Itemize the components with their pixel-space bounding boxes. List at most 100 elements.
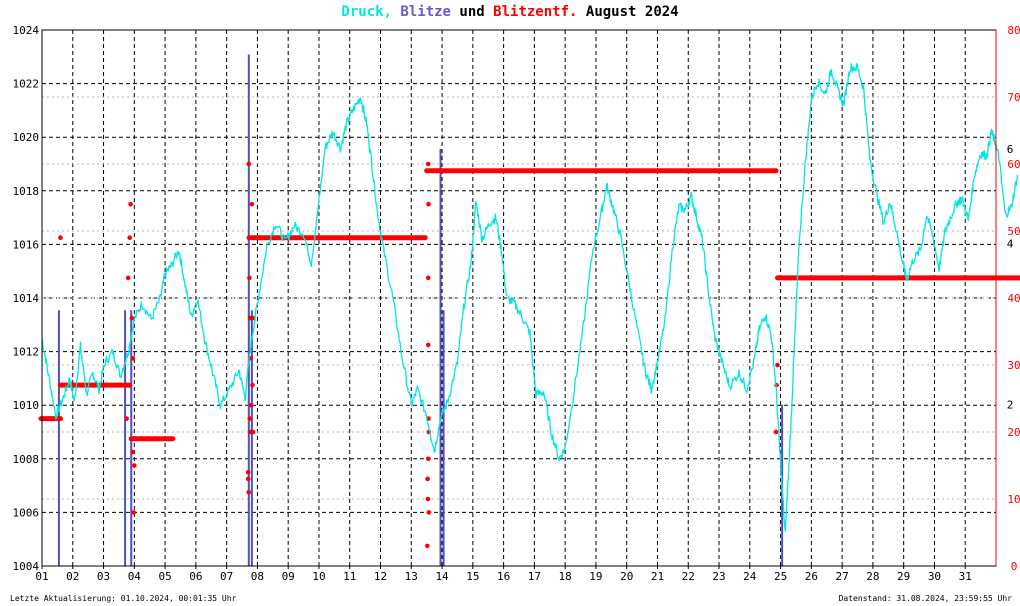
y-right-strikes-label-6: 6 [1007, 143, 1014, 156]
footer-last-update: Letzte Aktualisierung: 01.10.2024, 00:01… [10, 594, 237, 603]
x-tick-label-26: 26 [805, 570, 818, 583]
x-axis-ticks: 01 02 03 04 05 06 07 08 09 10 11 12 13 14 15 16 17 18 19 20… [35, 566, 972, 583]
distance-point-18 [245, 469, 251, 475]
y-right-strikes-label-4: 4 [1007, 237, 1014, 250]
chart-title: Druck, Blitze und Blitzentf. August 2024 [0, 4, 1020, 20]
pressure-line [41, 62, 1019, 532]
distance-point-19 [246, 490, 252, 495]
y-right-distance-label-30: 30 [1007, 359, 1020, 372]
footer-data-status: Datenstand: 31.08.2024, 23:59:55 Uhr [838, 594, 1012, 603]
distance-point-17 [247, 416, 253, 421]
x-tick-label-29: 29 [897, 570, 910, 583]
distance-point-10 [246, 161, 252, 167]
distance-point-26 [426, 201, 431, 207]
distance-point-23 [250, 315, 256, 321]
x-tick-label-06: 06 [189, 570, 202, 583]
x-tick-label-19: 19 [589, 570, 602, 583]
distance-point-0 [58, 235, 63, 240]
y-left-tick-label-1022: 1022 [13, 78, 40, 91]
x-tick-label-24: 24 [743, 570, 757, 583]
distance-point-5 [129, 315, 135, 321]
grid [41, 29, 996, 567]
y-right-distance-label-50: 50 [1007, 225, 1020, 238]
y-left-tick-label-1014: 1014 [13, 292, 40, 305]
distance-point-34 [425, 456, 431, 462]
y-axis-right-distance-ticks: 0 10 20 30 40 50 60 70 80 [1007, 24, 1020, 573]
x-tick-label-20: 20 [620, 570, 633, 583]
title-und: und [459, 4, 485, 20]
x-tick-label-10: 10 [312, 570, 325, 583]
x-tick-label-11: 11 [343, 570, 356, 583]
distance-point-24 [250, 429, 256, 435]
x-tick-label-12: 12 [374, 570, 387, 583]
y-left-tick-label-1008: 1008 [13, 453, 40, 466]
x-tick-label-17: 17 [528, 570, 541, 583]
title-strikes: Blitze [400, 4, 451, 20]
plot-frame [41, 29, 997, 567]
distance-point-25 [425, 161, 431, 167]
distance-point-4 [128, 201, 133, 207]
y-axis-left-ticks: 1004 1006 1008 1010 1012 1014 1016 1018 1020 1022… [13, 24, 40, 573]
distance-point-27 [425, 275, 431, 281]
y-right-distance-label-40: 40 [1007, 292, 1020, 305]
x-tick-label-07: 07 [220, 570, 233, 583]
y-right-distance-label-60: 60 [1007, 158, 1020, 171]
x-tick-label-16: 16 [497, 570, 510, 583]
y-right-distance-label-20: 20 [1007, 426, 1020, 439]
x-tick-label-28: 28 [866, 570, 879, 583]
y-right-distance-label-10: 10 [1007, 493, 1020, 506]
x-tick-label-01: 01 [35, 570, 48, 583]
y-left-tick-label-1006: 1006 [13, 506, 40, 519]
distance-point-33 [424, 543, 430, 549]
x-tick-label-15: 15 [466, 570, 479, 583]
x-tick-label-03: 03 [97, 570, 110, 583]
title-month: August 2024 [585, 4, 679, 20]
y-right-distance-label-70: 70 [1007, 91, 1020, 104]
y-left-tick-label-1010: 1010 [13, 399, 40, 412]
x-tick-label-02: 02 [66, 570, 79, 583]
distance-point-22 [250, 382, 255, 388]
x-tick-label-13: 13 [405, 570, 418, 583]
x-tick-label-30: 30 [928, 570, 941, 583]
x-tick-label-09: 09 [282, 570, 295, 583]
strike-bars [57, 54, 784, 566]
distance-point-7 [130, 449, 136, 455]
distance-point-11 [246, 235, 252, 240]
distance-point-3 [127, 235, 133, 240]
distance-point-30 [425, 496, 431, 502]
distance-point-28 [425, 342, 431, 348]
distance-point-15 [248, 402, 254, 408]
x-tick-label-04: 04 [128, 570, 142, 583]
distance-point-2 [125, 275, 131, 281]
distance-marks [38, 161, 1020, 549]
y-right-distance-label-80: 80 [1007, 24, 1020, 37]
distance-point-20 [245, 476, 251, 482]
y-left-tick-label-1020: 1020 [13, 131, 40, 144]
distance-point-38 [775, 362, 780, 368]
x-tick-label-18: 18 [559, 570, 572, 583]
y-axis-right-strikes-ticks: 2 4 6 [1007, 143, 1014, 412]
pressure-line-group [41, 62, 1019, 532]
distance-point-6 [130, 356, 136, 361]
distance-point-1 [124, 416, 129, 421]
distance-point-31 [425, 476, 430, 482]
x-tick-label-21: 21 [651, 570, 664, 583]
x-tick-label-08: 08 [251, 570, 264, 583]
title-pressure: Druck, [341, 4, 392, 20]
y-left-tick-label-1004: 1004 [13, 560, 40, 573]
distance-point-21 [249, 201, 255, 207]
x-tick-label-05: 05 [158, 570, 171, 583]
distance-point-9 [131, 510, 137, 515]
x-tick-label-14: 14 [435, 570, 449, 583]
y-left-tick-label-1024: 1024 [13, 24, 40, 37]
y-right-distance-label-0: 0 [1011, 560, 1018, 573]
y-left-tick-label-1016: 1016 [13, 238, 40, 251]
x-tick-label-31: 31 [959, 570, 972, 583]
distance-point-36 [773, 429, 779, 435]
title-distance: Blitzentf. [493, 4, 578, 20]
distance-point-12 [247, 275, 252, 281]
y-left-tick-label-1012: 1012 [13, 346, 40, 359]
x-tick-label-23: 23 [712, 570, 725, 583]
y-right-strikes-label-2: 2 [1007, 399, 1014, 412]
